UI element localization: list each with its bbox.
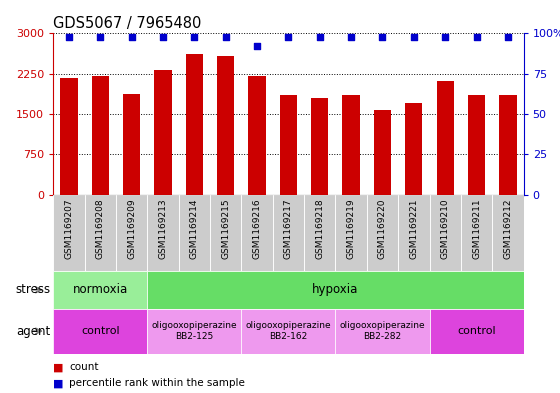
Text: count: count (69, 362, 99, 373)
Bar (335, 309, 430, 354)
Bar (210, 195, 241, 271)
Text: control: control (81, 326, 119, 336)
Text: GSM1169211: GSM1169211 (472, 198, 481, 259)
Bar (398, 195, 430, 271)
Point (96, 33, 105, 40)
Text: hypoxia: hypoxia (312, 283, 358, 296)
Bar (241, 309, 335, 354)
Point (378, 33, 387, 40)
Bar (179, 195, 210, 271)
Bar (343, 95, 360, 195)
Point (158, 33, 167, 40)
Text: oligooxopiperazine
BB2-162: oligooxopiperazine BB2-162 (246, 321, 331, 341)
Text: ■: ■ (53, 362, 64, 373)
Bar (53, 195, 85, 271)
Point (127, 33, 136, 40)
Text: GSM1169212: GSM1169212 (503, 198, 512, 259)
Text: GSM1169221: GSM1169221 (409, 198, 418, 259)
Text: GSM1169215: GSM1169215 (221, 198, 230, 259)
Bar (147, 195, 179, 271)
Bar (335, 195, 367, 271)
Bar (155, 70, 171, 195)
Point (190, 33, 199, 40)
Point (347, 33, 356, 40)
Bar (311, 98, 328, 195)
Point (441, 33, 450, 40)
Bar (147, 271, 524, 309)
Bar (273, 195, 304, 271)
Point (409, 33, 418, 40)
Bar (405, 103, 422, 195)
Text: GSM1169208: GSM1169208 (96, 198, 105, 259)
Text: GSM1169209: GSM1169209 (127, 198, 136, 259)
Text: GSM1169214: GSM1169214 (190, 198, 199, 259)
Bar (186, 54, 203, 195)
Text: GSM1169219: GSM1169219 (347, 198, 356, 259)
Bar (430, 195, 461, 271)
Bar (92, 76, 109, 195)
Bar (147, 309, 241, 354)
Text: GSM1169218: GSM1169218 (315, 198, 324, 259)
Text: GSM1169207: GSM1169207 (64, 198, 73, 259)
Text: GSM1169210: GSM1169210 (441, 198, 450, 259)
Bar (437, 81, 454, 195)
Bar (500, 95, 516, 195)
Text: GSM1169220: GSM1169220 (378, 198, 387, 259)
Bar (85, 195, 116, 271)
Bar (367, 195, 398, 271)
Bar (53, 271, 147, 309)
Bar (304, 195, 335, 271)
Bar (280, 95, 297, 195)
Text: GDS5067 / 7965480: GDS5067 / 7965480 (53, 16, 202, 31)
Bar (217, 56, 234, 195)
Bar (53, 309, 147, 354)
Point (221, 33, 230, 40)
Text: GSM1169213: GSM1169213 (158, 198, 167, 259)
Bar (430, 309, 524, 354)
Bar (123, 94, 140, 195)
Text: stress: stress (15, 283, 50, 296)
Text: ■: ■ (53, 378, 64, 388)
Point (503, 33, 512, 40)
Bar (492, 195, 524, 271)
Point (472, 33, 481, 40)
Text: oligooxopiperazine
BB2-282: oligooxopiperazine BB2-282 (340, 321, 425, 341)
Text: control: control (458, 326, 496, 336)
Text: normoxia: normoxia (73, 283, 128, 296)
Bar (461, 195, 492, 271)
Bar (374, 110, 391, 195)
Bar (241, 195, 273, 271)
Point (284, 33, 293, 40)
Bar (468, 95, 485, 195)
Point (64, 33, 73, 40)
Bar (116, 195, 147, 271)
Point (315, 33, 324, 40)
Text: percentile rank within the sample: percentile rank within the sample (69, 378, 245, 388)
Text: GSM1169216: GSM1169216 (253, 198, 262, 259)
Text: oligooxopiperazine
BB2-125: oligooxopiperazine BB2-125 (152, 321, 237, 341)
Text: agent: agent (16, 325, 50, 338)
Bar (249, 76, 265, 195)
Point (253, 43, 262, 50)
Text: GSM1169217: GSM1169217 (284, 198, 293, 259)
Bar (60, 78, 77, 195)
